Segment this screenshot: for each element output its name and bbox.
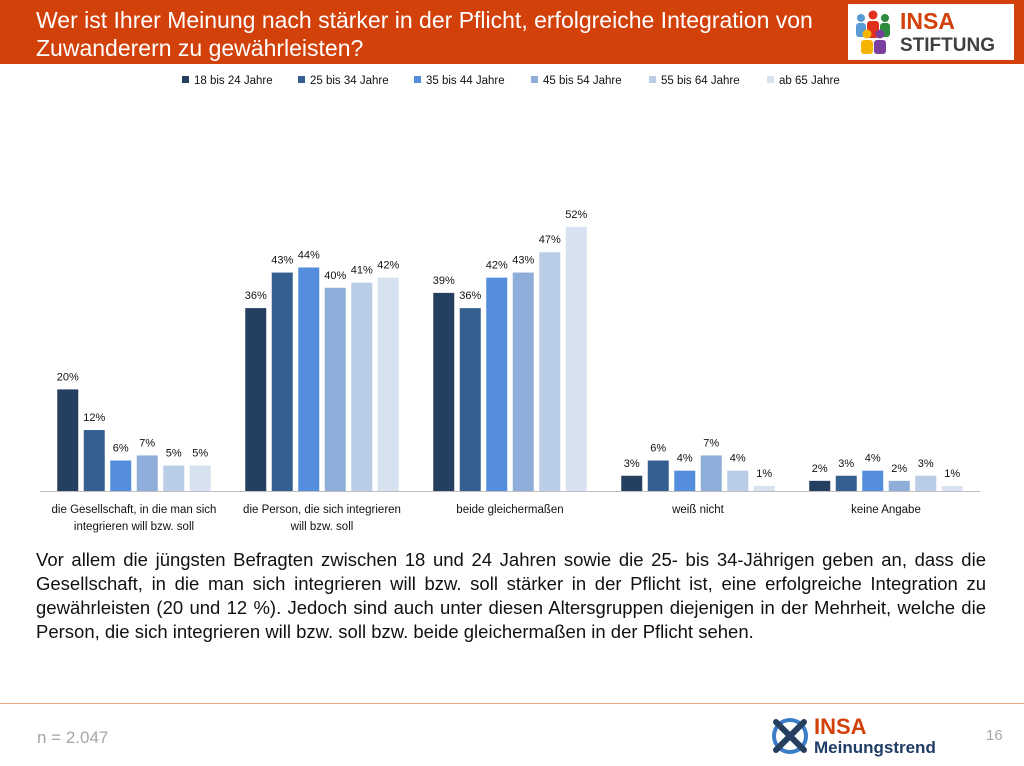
bar <box>459 308 481 491</box>
insa-stiftung-logo: INSA STIFTUNG <box>848 4 1014 60</box>
value-label: 3% <box>918 458 934 470</box>
bar <box>915 475 937 491</box>
bar <box>486 277 508 491</box>
value-label: 43% <box>271 255 293 267</box>
bar <box>377 277 399 491</box>
bar <box>888 480 910 491</box>
bar <box>753 485 775 491</box>
value-label: 3% <box>624 458 640 470</box>
bar <box>110 460 132 491</box>
value-label: 7% <box>139 437 155 449</box>
value-label: 47% <box>539 234 561 246</box>
value-label: 2% <box>891 463 907 475</box>
legend-swatch <box>767 76 774 83</box>
bar <box>324 287 346 491</box>
bar <box>941 485 963 491</box>
category-label: keine Angabe <box>851 504 921 516</box>
bar <box>700 455 722 491</box>
legend-swatch <box>649 76 656 83</box>
insa-meinungstrend-logo: INSA Meinungstrend <box>772 714 936 757</box>
header-bar: Wer ist Ihrer Meinung nach stärker in de… <box>0 0 1024 64</box>
value-label: 5% <box>166 448 182 460</box>
bar <box>57 389 79 491</box>
legend-label: 45 bis 54 Jahre <box>543 75 622 87</box>
bar <box>621 475 643 491</box>
bar <box>539 252 561 491</box>
bar <box>245 308 267 491</box>
bar <box>351 282 373 491</box>
value-label: 12% <box>83 412 105 424</box>
value-label: 43% <box>512 255 534 267</box>
bar <box>189 465 211 491</box>
people-icon <box>856 10 890 54</box>
category-label: weiß nicht <box>671 504 725 516</box>
value-label: 20% <box>57 371 79 383</box>
grouped-bar-chart: 18 bis 24 Jahre 25 bis 34 Jahre 35 bis 44 … <box>40 75 980 533</box>
bar <box>835 475 857 491</box>
category-label: die Gesellschaft, in die man sich integri… <box>52 504 217 533</box>
value-label: 40% <box>324 270 346 282</box>
value-label: 4% <box>730 453 746 465</box>
value-label: 1% <box>756 468 772 480</box>
bar <box>136 455 158 491</box>
value-label: 5% <box>192 448 208 460</box>
bar <box>727 470 749 491</box>
bar <box>83 430 105 491</box>
value-label: 7% <box>703 437 719 449</box>
value-label: 36% <box>245 290 267 302</box>
footer-divider <box>0 703 1024 704</box>
legend-swatch <box>414 76 421 83</box>
value-label: 3% <box>838 458 854 470</box>
logo-word-meinungstrend: Meinungstrend <box>814 738 936 757</box>
chart-bars <box>57 226 963 491</box>
logo-word-insa: INSA <box>814 714 867 739</box>
category-label: die Person, die sich integrieren will bzw… <box>243 504 401 533</box>
logo-word-insa: INSA <box>900 8 955 34</box>
legend-swatch <box>182 76 189 83</box>
value-label: 36% <box>459 290 481 302</box>
value-label: 4% <box>677 453 693 465</box>
category-label: beide gleichermaßen <box>456 504 563 516</box>
chart-category-labels: die Gesellschaft, in die man sich integri… <box>52 504 921 533</box>
value-label: 1% <box>944 468 960 480</box>
logo-word-stiftung: STIFTUNG <box>900 35 995 56</box>
legend-label: ab 65 Jahre <box>779 75 840 87</box>
page-number: 16 <box>986 727 1003 744</box>
value-label: 4% <box>865 453 881 465</box>
sample-size: n = 2.047 <box>37 728 109 747</box>
legend-swatch <box>531 76 538 83</box>
bar <box>647 460 669 491</box>
bar <box>512 272 534 491</box>
legend-swatch <box>298 76 305 83</box>
legend-label: 18 bis 24 Jahre <box>194 75 273 87</box>
legend-label: 55 bis 64 Jahre <box>661 75 740 87</box>
value-label: 42% <box>377 260 399 272</box>
slide-title: Wer ist Ihrer Meinung nach stärker in de… <box>36 7 813 61</box>
value-label: 41% <box>351 265 373 277</box>
value-label: 2% <box>812 463 828 475</box>
bar <box>271 272 293 491</box>
value-label: 42% <box>486 260 508 272</box>
value-label: 6% <box>650 443 666 455</box>
value-label: 6% <box>113 443 129 455</box>
bar <box>163 465 185 491</box>
value-label: 52% <box>565 209 587 221</box>
x-circle-icon <box>772 718 808 754</box>
summary-text: Vor allem die jüngsten Befragten zwische… <box>36 549 986 642</box>
bar <box>565 226 587 491</box>
bar <box>674 470 696 491</box>
value-label: 44% <box>298 249 320 261</box>
chart-legend: 18 bis 24 Jahre 25 bis 34 Jahre 35 bis 44 … <box>182 75 840 87</box>
legend-label: 35 bis 44 Jahre <box>426 75 505 87</box>
bar <box>809 480 831 491</box>
value-label: 39% <box>433 275 455 287</box>
bar <box>862 470 884 491</box>
bar <box>433 292 455 491</box>
chart-value-labels: 20% 12% 6% 7% 5% 5% 36% 43% 44% 40% 41% 42% 39% 36% 42… <box>57 209 961 480</box>
legend-label: 25 bis 34 Jahre <box>310 75 389 87</box>
bar <box>298 267 320 491</box>
